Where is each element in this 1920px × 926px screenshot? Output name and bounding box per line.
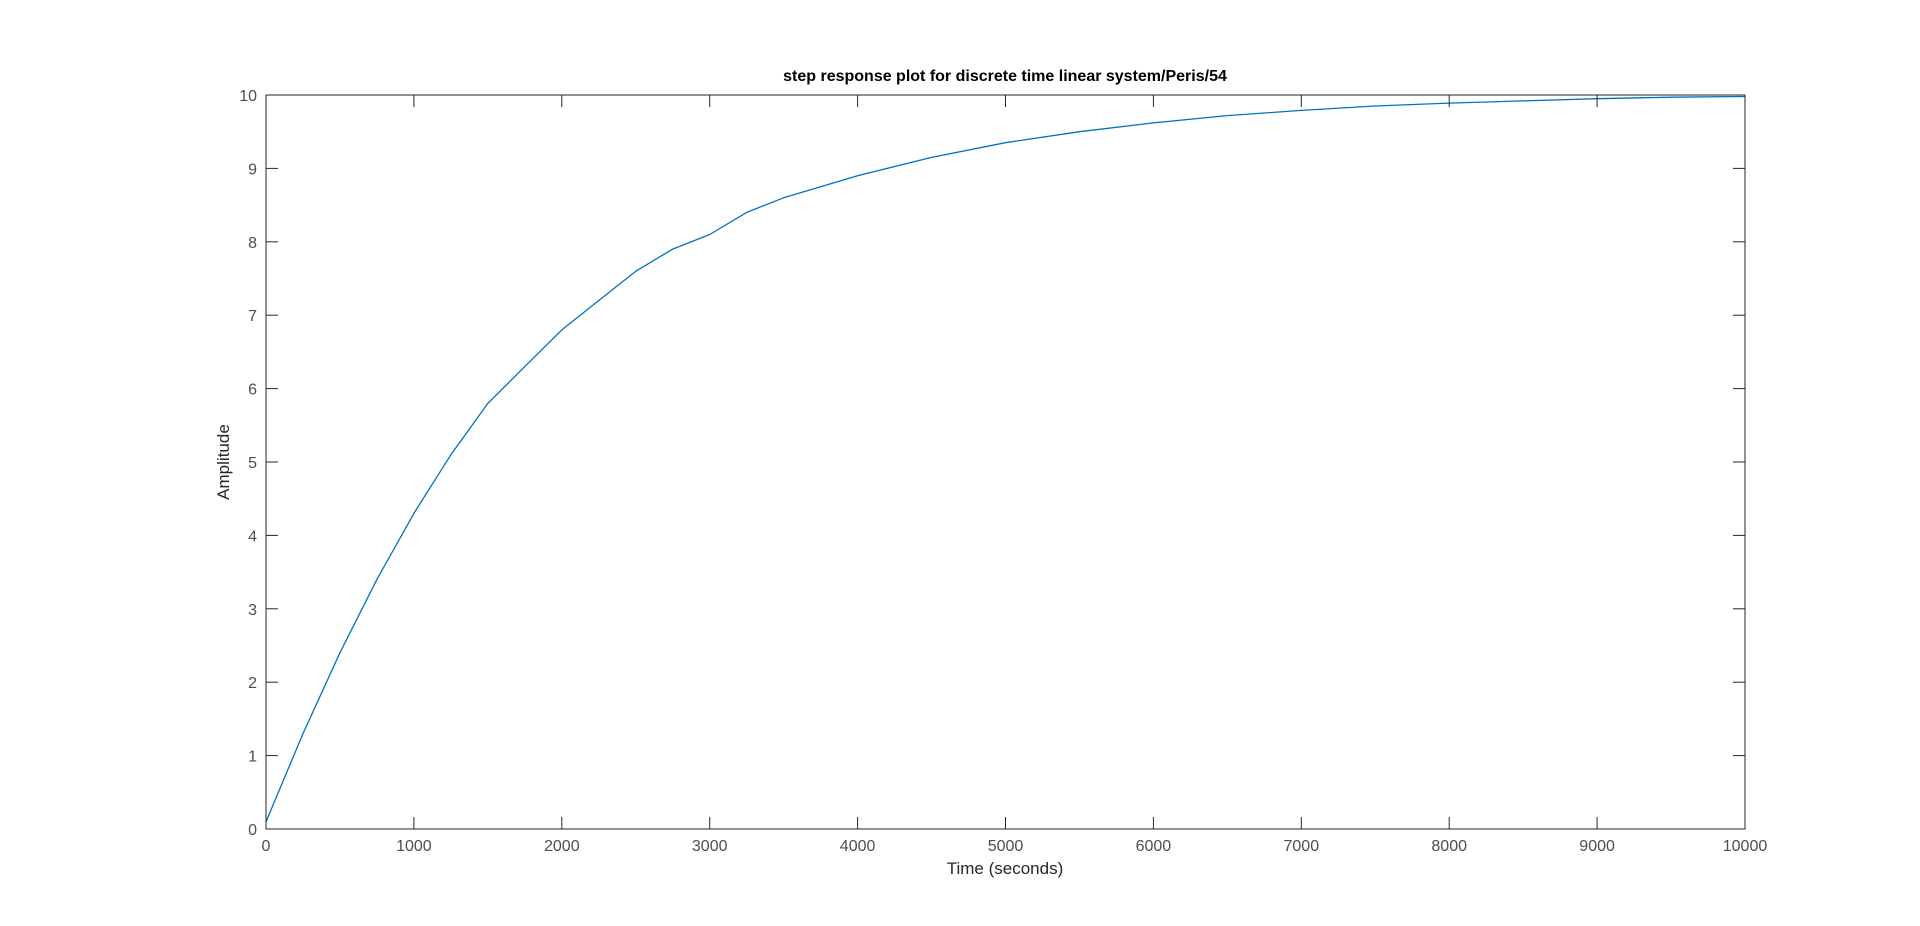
step-response-point bbox=[450, 454, 452, 456]
step-response-point bbox=[413, 512, 415, 514]
step-response-point bbox=[1522, 100, 1524, 102]
x-tick-label: 9000 bbox=[1579, 838, 1615, 855]
y-tick-labels: 0 1 2 3 4 5 6 7 8 9 10 bbox=[239, 88, 257, 839]
y-tick-label: 8 bbox=[248, 235, 257, 252]
y-tick-label: 1 bbox=[248, 749, 257, 766]
x-tick-label: 8000 bbox=[1431, 838, 1467, 855]
step-response-point bbox=[339, 652, 341, 654]
x-tick-label: 3000 bbox=[692, 838, 728, 855]
x-tick-label: 2000 bbox=[544, 838, 580, 855]
y-tick-label: 7 bbox=[248, 308, 257, 325]
step-response-point bbox=[635, 270, 637, 272]
step-response-point bbox=[302, 732, 304, 735]
step-response-point bbox=[1300, 109, 1302, 112]
step-response-point bbox=[820, 186, 822, 188]
step-response-point bbox=[1152, 122, 1154, 124]
y-tick-label: 6 bbox=[248, 382, 257, 399]
y-tick-label: 5 bbox=[248, 455, 257, 472]
y-tick-label: 9 bbox=[248, 161, 257, 178]
y-tick-label: 4 bbox=[248, 528, 257, 545]
x-tick-label: 0 bbox=[262, 838, 271, 855]
chart-title: step response plot for discrete time lin… bbox=[783, 68, 1227, 85]
step-response-point bbox=[487, 402, 489, 404]
x-tick-label: 1000 bbox=[396, 838, 432, 855]
x-tick-label: 10000 bbox=[1723, 838, 1768, 855]
step-response-point bbox=[1078, 131, 1081, 133]
y-tick-label: 3 bbox=[248, 602, 257, 619]
step-response-point bbox=[561, 329, 563, 331]
x-tick-label: 7000 bbox=[1284, 838, 1320, 855]
step-response-point bbox=[376, 578, 378, 581]
y-tick-label: 10 bbox=[239, 88, 257, 105]
step-response-point bbox=[524, 365, 526, 368]
step-response-point bbox=[1004, 142, 1007, 144]
step-response-point bbox=[672, 248, 674, 250]
step-response-point bbox=[1226, 114, 1228, 117]
x-tick-labels: 0 1000 2000 3000 4000 5000 6000 7000 8000 9000 100… bbox=[262, 838, 1768, 855]
step-response-point bbox=[598, 299, 600, 302]
y-tick-label: 2 bbox=[248, 675, 257, 692]
y-tick-label: 0 bbox=[248, 822, 257, 839]
step-response-point bbox=[746, 211, 748, 214]
step-response-point bbox=[1374, 105, 1376, 107]
step-response-point bbox=[857, 175, 859, 177]
y-axis-label: Amplitude bbox=[214, 424, 233, 500]
step-response-point bbox=[783, 197, 785, 199]
x-axis-label: Time (seconds) bbox=[947, 859, 1064, 878]
step-response-point bbox=[930, 156, 933, 158]
x-tick-label: 5000 bbox=[988, 838, 1024, 855]
step-response-point bbox=[1670, 96, 1672, 98]
step-response-point bbox=[709, 233, 711, 236]
plot-area bbox=[266, 95, 1745, 829]
axes-box bbox=[265, 94, 1746, 830]
x-tick-label: 4000 bbox=[840, 838, 876, 855]
x-tick-label: 6000 bbox=[1136, 838, 1172, 855]
